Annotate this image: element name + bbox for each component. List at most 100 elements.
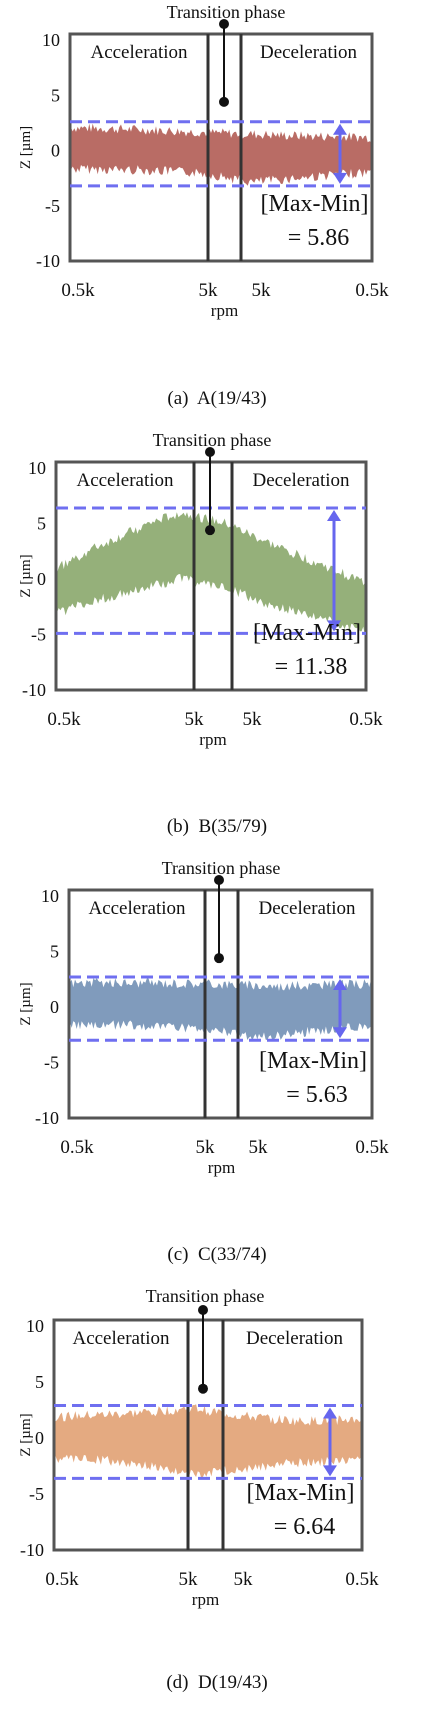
y-axis-label-c: Z [µm] bbox=[18, 982, 34, 1025]
range-arrow-head-down-a bbox=[333, 172, 347, 184]
caption-label-b: (b) bbox=[166, 816, 190, 837]
chart-panel-a: 10 5 0 -5 -10 0.5k 5k 5k 0.5k Z [µm] rpm Transition… bbox=[0, 0, 434, 428]
range-arrow-head-up-d bbox=[323, 1407, 337, 1419]
deceleration-label-c: Deceleration bbox=[258, 898, 356, 919]
metric-value-b: = 11.38 bbox=[275, 654, 348, 680]
plot-frame-c bbox=[67, 888, 374, 1120]
acceleration-label-a: Acceleration bbox=[90, 42, 188, 63]
transition-pointer-dot-bottom-b bbox=[205, 525, 215, 536]
y-tick-label-a-3: -5 bbox=[45, 196, 60, 216]
transition-phase-label-d: Transition phase bbox=[146, 1286, 265, 1306]
metric-label-a: [Max-Min] bbox=[261, 191, 369, 217]
y-tick-label-a-2: 0 bbox=[51, 141, 60, 161]
range-arrow-head-down-b bbox=[327, 620, 341, 632]
data-band-a bbox=[71, 123, 371, 186]
x-tick-label-c-2: 5k bbox=[249, 1137, 269, 1158]
metric-label-d: [Max-Min] bbox=[247, 1480, 355, 1506]
range-arrow-head-up-b bbox=[327, 509, 341, 521]
transition-phase-label-a: Transition phase bbox=[167, 2, 286, 22]
metric-value-d: = 6.64 bbox=[274, 1514, 336, 1540]
caption-label-d: (d) bbox=[166, 1672, 189, 1693]
data-band-b bbox=[57, 512, 365, 637]
caption-d: (d) D(19/43) bbox=[0, 1672, 434, 1694]
range-arrow-head-down-d bbox=[323, 1465, 337, 1477]
y-tick-label-d-0: 10 bbox=[26, 1316, 44, 1336]
y-axis-label-b: Z [µm] bbox=[18, 554, 34, 597]
y-tick-label-d-3: -5 bbox=[29, 1484, 44, 1504]
acceleration-label-d: Acceleration bbox=[72, 1328, 170, 1349]
x-tick-label-a-3: 0.5k bbox=[355, 280, 389, 301]
x-tick-label-a-1: 5k bbox=[199, 280, 219, 301]
deceleration-label-d: Deceleration bbox=[246, 1328, 344, 1349]
y-tick-label-a-0: 10 bbox=[42, 30, 60, 50]
y-tick-label-c-1: 5 bbox=[50, 942, 59, 962]
metric-label-c: [Max-Min] bbox=[259, 1048, 367, 1074]
x-axis-label-d: rpm bbox=[192, 1590, 219, 1609]
y-tick-label-b-2: 0 bbox=[37, 569, 46, 589]
plot-frame-a bbox=[68, 32, 374, 263]
caption-b: (b) B(35/79) bbox=[0, 816, 434, 838]
chart-panel-c: 10 5 0 -5 -10 0.5k 5k 5k 0.5k Z [µm] rpm Transition… bbox=[0, 856, 434, 1284]
caption-c: (c) C(33/74) bbox=[0, 1244, 434, 1266]
range-arrow-head-down-c bbox=[333, 1027, 347, 1039]
plot-frame-d bbox=[52, 1318, 364, 1552]
x-tick-label-d-3: 0.5k bbox=[345, 1569, 379, 1590]
range-arrow-head-up-c bbox=[333, 979, 347, 991]
caption-name-c: C(33/74) bbox=[197, 1244, 267, 1265]
x-tick-label-b-2: 5k bbox=[243, 709, 263, 730]
transition-phase-label-b: Transition phase bbox=[153, 430, 272, 450]
y-tick-label-d-2: 0 bbox=[35, 1428, 44, 1448]
y-tick-label-a-4: -10 bbox=[36, 251, 60, 271]
chart-panel-d: 10 5 0 -5 -10 0.5k 5k 5k 0.5k Z [µm] rpm Transition… bbox=[0, 1284, 434, 1712]
transition-pointer-dot-top-a bbox=[219, 19, 229, 29]
x-tick-label-d-1: 5k bbox=[179, 1569, 199, 1590]
x-tick-label-c-0: 0.5k bbox=[60, 1137, 94, 1158]
transition-pointer-dot-top-b bbox=[205, 447, 215, 457]
transition-pointer-dot-bottom-c bbox=[214, 953, 224, 964]
x-tick-label-b-1: 5k bbox=[185, 709, 205, 730]
metric-value-a: = 5.86 bbox=[288, 225, 350, 251]
y-axis-label-a: Z [µm] bbox=[18, 126, 34, 169]
x-tick-label-d-0: 0.5k bbox=[45, 1569, 79, 1590]
acceleration-label-b: Acceleration bbox=[76, 470, 174, 491]
x-axis-label-b: rpm bbox=[199, 730, 226, 749]
y-tick-label-c-2: 0 bbox=[50, 997, 59, 1017]
caption-label-a: (a) bbox=[167, 388, 189, 409]
range-arrow-head-up-a bbox=[333, 123, 347, 135]
y-tick-label-d-1: 5 bbox=[35, 1372, 44, 1392]
y-tick-label-c-3: -5 bbox=[44, 1053, 59, 1073]
x-tick-label-d-2: 5k bbox=[234, 1569, 254, 1590]
x-tick-label-a-2: 5k bbox=[252, 280, 272, 301]
transition-pointer-dot-top-d bbox=[198, 1305, 208, 1315]
y-tick-label-b-3: -5 bbox=[31, 625, 46, 645]
x-tick-label-c-1: 5k bbox=[196, 1137, 216, 1158]
data-band-c bbox=[70, 978, 371, 1041]
caption-label-c: (c) bbox=[167, 1244, 189, 1265]
caption-name-d: D(19/43) bbox=[198, 1672, 268, 1693]
x-tick-label-b-0: 0.5k bbox=[47, 709, 81, 730]
transition-pointer-dot-top-c bbox=[214, 875, 224, 885]
data-band-d bbox=[55, 1404, 361, 1478]
y-tick-label-a-1: 5 bbox=[51, 85, 60, 105]
acceleration-label-c: Acceleration bbox=[88, 898, 186, 919]
y-tick-label-c-0: 10 bbox=[41, 886, 59, 906]
y-tick-label-b-0: 10 bbox=[28, 458, 46, 478]
y-tick-label-d-4: -10 bbox=[20, 1540, 44, 1560]
deceleration-label-b: Deceleration bbox=[252, 470, 350, 491]
y-tick-label-b-4: -10 bbox=[22, 680, 46, 700]
x-tick-label-b-3: 0.5k bbox=[349, 709, 383, 730]
chart-panel-b: 10 5 0 -5 -10 0.5k 5k 5k 0.5k Z [µm] rpm Transition… bbox=[0, 428, 434, 856]
metric-value-c: = 5.63 bbox=[286, 1082, 348, 1108]
y-tick-label-b-1: 5 bbox=[37, 514, 46, 534]
x-axis-label-c: rpm bbox=[208, 1158, 235, 1177]
x-axis-label-a: rpm bbox=[211, 301, 238, 320]
deceleration-label-a: Deceleration bbox=[260, 42, 358, 63]
caption-name-b: B(35/79) bbox=[198, 816, 268, 837]
transition-pointer-dot-bottom-a bbox=[219, 96, 229, 107]
caption-name-a: A(19/43) bbox=[196, 388, 267, 409]
metric-label-b: [Max-Min] bbox=[253, 620, 361, 646]
